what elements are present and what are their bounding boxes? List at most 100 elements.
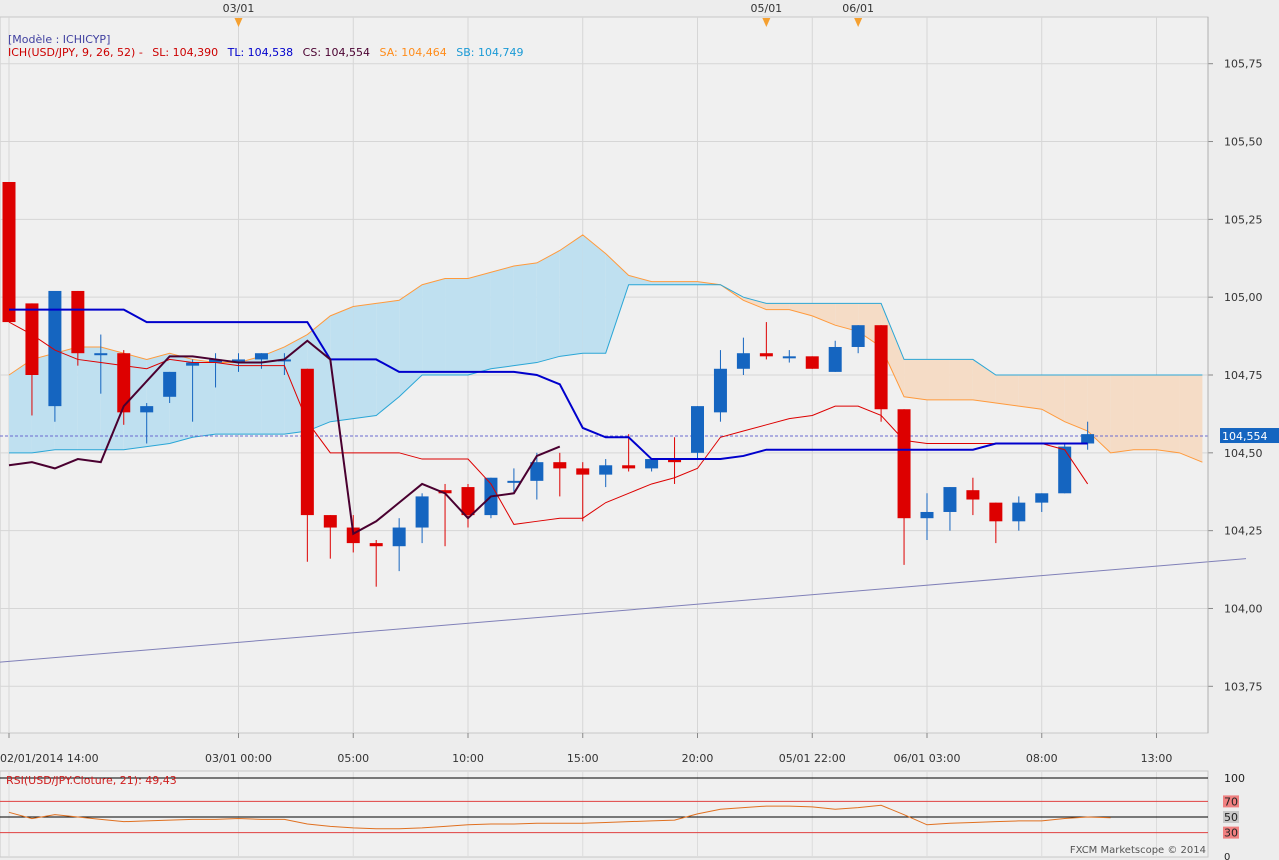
day-marker-label: 05/01	[750, 2, 782, 15]
candle-body	[140, 406, 154, 413]
cloud-segment	[330, 306, 354, 422]
candle	[48, 290, 62, 422]
candle	[576, 462, 590, 522]
y-tick-label: 104,50	[1224, 447, 1263, 460]
candle	[140, 403, 154, 444]
candle	[323, 515, 337, 559]
candle	[553, 452, 567, 497]
rsi-line	[8, 804, 1111, 830]
candle	[943, 487, 957, 531]
candle	[530, 452, 544, 500]
cloud-segment	[1133, 375, 1157, 450]
candle-body	[1035, 493, 1049, 503]
y-tick-label: 105,25	[1224, 213, 1263, 226]
copyright: FXCM Marketscope © 2014	[1069, 845, 1206, 856]
candle	[186, 359, 200, 422]
cloud-segment	[261, 346, 285, 435]
last-price-label: 104,554	[1222, 430, 1268, 443]
candle	[117, 350, 131, 425]
cloud-segment	[766, 303, 790, 310]
cloud-segment	[422, 278, 446, 375]
candle-body	[300, 368, 314, 516]
x-tick-label: 05:00	[337, 752, 369, 765]
candle-body	[1081, 434, 1095, 444]
cloud-segment	[399, 284, 423, 397]
x-tick-label: 15:00	[567, 752, 599, 765]
candle-body	[736, 353, 750, 369]
cloud-segment	[536, 250, 560, 363]
candle	[736, 337, 750, 375]
candle	[392, 518, 406, 572]
candle	[989, 502, 1003, 544]
x-tick-label: 06/01 03:00	[894, 752, 961, 765]
cloud-segment	[605, 253, 629, 354]
candle-body	[117, 353, 131, 413]
rsi-level-box	[1223, 795, 1239, 808]
candle	[1081, 421, 1095, 450]
candle	[507, 468, 521, 494]
rsi-level-label: 70	[1224, 795, 1238, 808]
cloud-segment	[490, 266, 514, 369]
x-tick-label: 08:00	[1026, 752, 1058, 765]
cloud-segment	[1064, 375, 1088, 432]
span-a-value: SA: 104,464	[379, 46, 447, 59]
cloud-segment	[1018, 375, 1042, 410]
candle	[920, 493, 934, 540]
candle-body	[48, 290, 62, 407]
candle-body	[943, 487, 957, 512]
candle	[25, 303, 39, 416]
candle-body	[599, 465, 613, 475]
cloud-segment	[812, 303, 836, 326]
cloud-segment	[445, 278, 468, 375]
cloud-segment	[1156, 375, 1180, 453]
candle-body	[369, 543, 383, 547]
candle	[300, 368, 314, 562]
candle-body	[920, 511, 934, 519]
cloud-segment	[582, 234, 606, 354]
candle-body	[668, 459, 682, 463]
cloud-segment	[468, 272, 491, 375]
rsi-level-box	[1223, 811, 1239, 823]
candle	[369, 539, 383, 587]
rsi-zero-label: 0	[1224, 852, 1230, 860]
candle-body	[71, 290, 85, 354]
cloud-segment	[1041, 375, 1065, 422]
candle-body	[507, 480, 521, 483]
candle-body	[576, 468, 590, 475]
candle-body	[254, 353, 268, 360]
candle-body	[94, 353, 108, 356]
last-price-box	[1220, 428, 1279, 444]
candle-body	[851, 325, 865, 347]
candle-body	[897, 409, 911, 519]
candle-body	[323, 515, 337, 528]
candle-body	[209, 359, 223, 363]
x-tick-label: 05/01 22:00	[779, 752, 846, 765]
candle	[668, 437, 682, 484]
rsi-level-label: 100	[1224, 772, 1245, 785]
candle	[1012, 496, 1026, 531]
ich-label: ICH(USD/JPY, 9, 26, 52) -	[8, 46, 143, 59]
candle-body	[530, 462, 544, 481]
cloud-segment	[927, 359, 950, 400]
x-tick-label: 02/01/2014 14:00	[0, 752, 99, 765]
tenkan-value: SL: 104,390	[152, 46, 219, 59]
candle-body	[553, 462, 567, 469]
candle-body	[713, 368, 727, 413]
candle-body	[392, 527, 406, 547]
candle	[415, 493, 429, 544]
candle	[645, 459, 659, 472]
cloud-segment	[995, 375, 1019, 407]
rsi-level-label: 50	[1224, 811, 1238, 824]
cloud-segment	[743, 297, 767, 310]
tenkan-sen-line	[8, 321, 1089, 525]
cloud-segment	[1110, 375, 1134, 453]
candle-body	[163, 371, 177, 397]
y-tick-label: 104,25	[1224, 525, 1263, 538]
candle-body	[874, 325, 888, 410]
candle	[2, 181, 16, 323]
cloud-segment	[949, 359, 973, 400]
candle	[805, 356, 819, 369]
cloud-segment	[1087, 375, 1111, 453]
